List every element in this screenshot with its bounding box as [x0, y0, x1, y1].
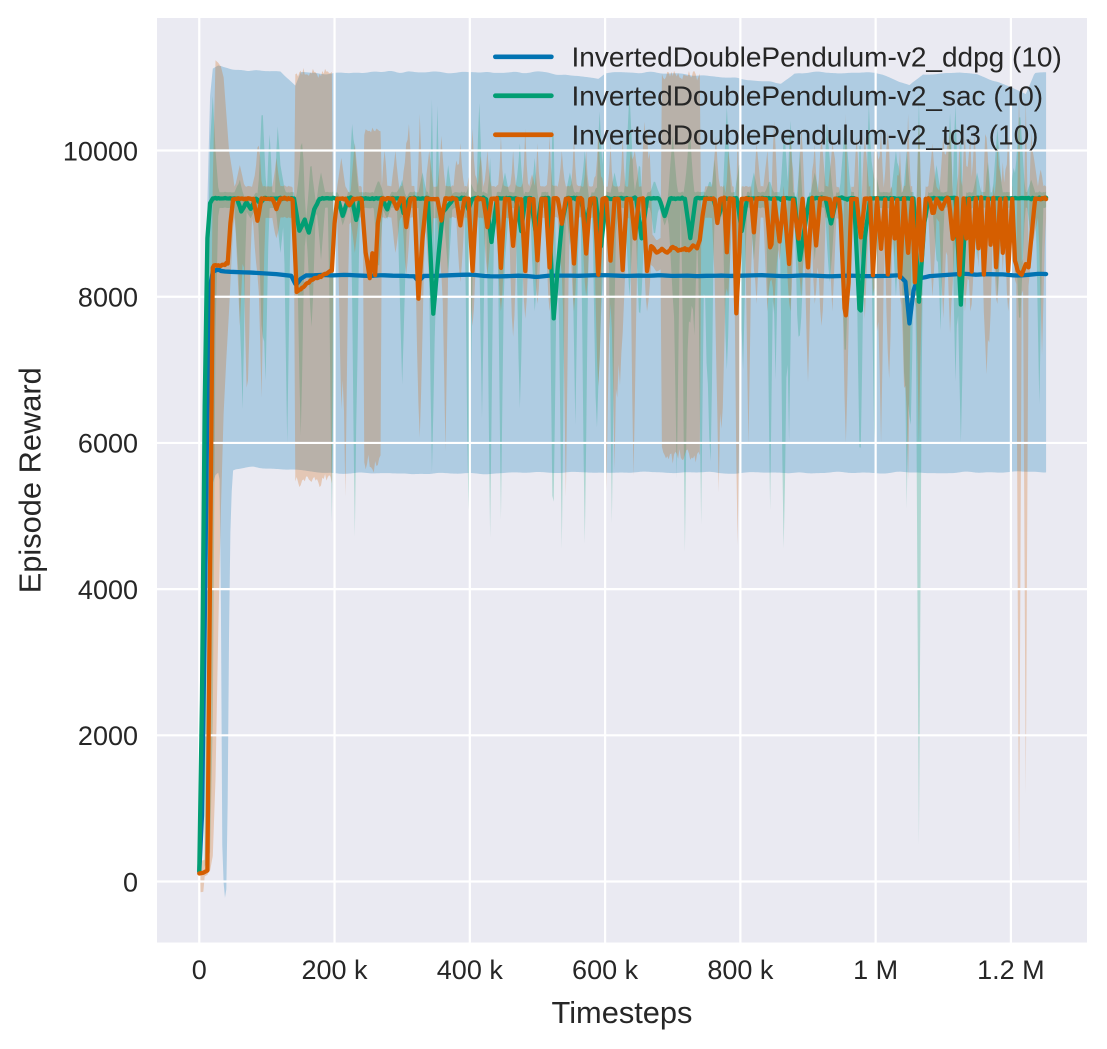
svg-text:2000: 2000 [78, 721, 138, 751]
svg-text:1 M: 1 M [853, 955, 898, 985]
svg-text:600 k: 600 k [572, 955, 639, 985]
svg-text:InvertedDoublePendulum-v2_ddpg: InvertedDoublePendulum-v2_ddpg (10) [572, 42, 1062, 73]
svg-text:InvertedDoublePendulum-v2_sac: InvertedDoublePendulum-v2_sac (10) [572, 81, 1044, 112]
svg-text:0: 0 [192, 955, 207, 985]
svg-text:InvertedDoublePendulum-v2_td3: InvertedDoublePendulum-v2_td3 (10) [572, 120, 1039, 151]
svg-text:400 k: 400 k [437, 955, 504, 985]
svg-text:200 k: 200 k [302, 955, 369, 985]
svg-text:Timesteps: Timesteps [552, 995, 693, 1030]
svg-text:10000: 10000 [63, 136, 138, 166]
svg-text:8000: 8000 [78, 283, 138, 313]
svg-text:4000: 4000 [78, 575, 138, 605]
svg-text:0: 0 [123, 867, 138, 897]
svg-text:Episode Reward: Episode Reward [13, 367, 48, 593]
svg-text:6000: 6000 [78, 429, 138, 459]
svg-text:1.2 M: 1.2 M [977, 955, 1045, 985]
svg-text:800 k: 800 k [707, 955, 774, 985]
